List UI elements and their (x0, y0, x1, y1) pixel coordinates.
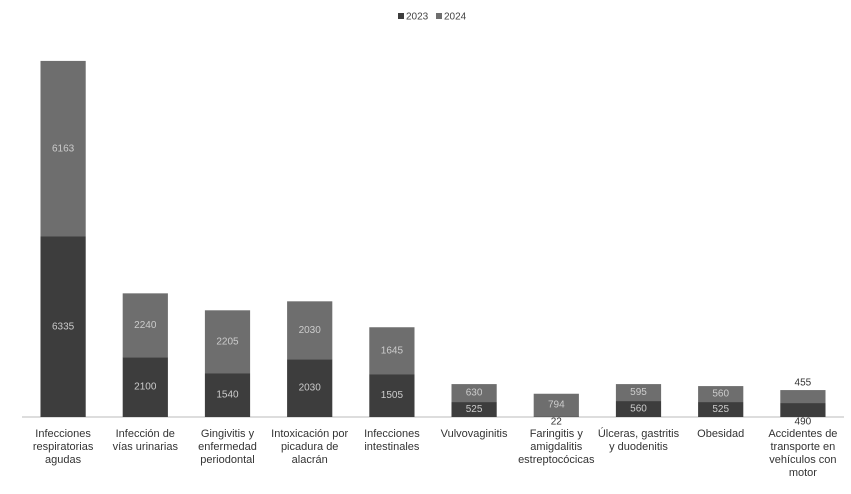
legend-swatch (398, 13, 404, 19)
x-tick-label: Infección de vías urinarias (112, 428, 178, 453)
data-label: 455 (795, 378, 812, 389)
data-label: 2030 (299, 325, 322, 336)
bar-segment (369, 374, 415, 417)
bar-segment (204, 310, 251, 374)
bar-segment (204, 373, 251, 417)
data-label: 525 (712, 404, 729, 415)
bar-segment (369, 327, 415, 375)
data-label: 2030 (299, 383, 322, 394)
bar-segment (40, 60, 86, 237)
bar-segment (780, 390, 826, 404)
x-tick-label: Faringitis y amigdalitis estreptocócicas (518, 428, 595, 466)
data-label: 2240 (134, 320, 157, 331)
bar-segment (780, 403, 826, 417)
x-tick-label: Infecciones respiratorias agudas (32, 428, 94, 466)
legend-swatch (436, 13, 442, 19)
data-label: 794 (548, 400, 565, 411)
data-label: 595 (630, 387, 647, 398)
data-label: 525 (466, 404, 483, 415)
bar-segment (533, 416, 579, 417)
bar-segment (698, 386, 744, 403)
x-tick-label: Obesidad (697, 428, 745, 440)
bar-segment (615, 401, 662, 417)
legend-label: 2024 (444, 12, 467, 23)
x-tick-label: Gingivitis y enfermedad periodontal (198, 428, 257, 466)
data-label: 1540 (216, 390, 239, 401)
data-label: 2100 (134, 382, 157, 393)
bar-segment (451, 402, 497, 417)
legend-label: 2023 (406, 12, 429, 23)
data-label: 6163 (52, 143, 75, 154)
data-label: 1645 (381, 345, 404, 356)
bar-segment (122, 357, 168, 417)
bar-segment (698, 402, 744, 417)
x-tick-label: Vulvovaginitis (440, 428, 508, 440)
data-label: 22 (551, 417, 563, 428)
bar-segment (533, 393, 579, 417)
bar-segment (615, 384, 662, 402)
x-tick-label: Infecciones intestinales (364, 428, 420, 453)
bar-segment (122, 293, 168, 358)
bar-segment (287, 301, 333, 360)
data-label: 6335 (52, 321, 75, 332)
bar-segment (451, 384, 497, 403)
data-label: 560 (712, 389, 729, 400)
x-tick-label: Intoxicación por picadura de alacrán (271, 428, 349, 466)
x-tick-label: Accidentes de transporte en vehículos co… (768, 428, 838, 479)
bar-segment (40, 236, 86, 417)
bar-segment (287, 359, 333, 417)
data-label: 490 (795, 417, 812, 428)
data-label: 560 (630, 404, 647, 415)
data-label: 2205 (216, 336, 239, 347)
data-label: 630 (466, 388, 483, 399)
x-tick-label: Úlceras, gastritis y duodenitis (597, 428, 680, 453)
data-label: 1505 (381, 390, 404, 401)
